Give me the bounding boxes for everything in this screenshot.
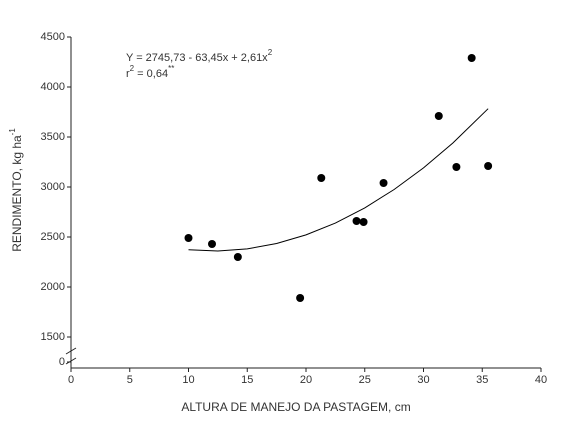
y-tick-label: 0 [59,356,65,368]
annotation-sup: 2 [268,48,273,57]
data-point [233,253,242,261]
y-tick-label: 2000 [41,281,65,293]
data-point [379,179,388,187]
x-tick-label: 5 [127,374,133,386]
y-tick-label: 2500 [41,231,65,243]
data-point [317,174,326,182]
data-point [434,112,443,120]
x-axis-label: ALTURA DE MANEJO DA PASTAGEM, cm [181,400,410,414]
data-point [352,217,361,225]
axis-break [65,357,77,365]
y-tick-label: 3500 [41,131,65,143]
data-point [296,294,305,302]
data-point [484,162,493,170]
x-tick-label: 40 [535,374,547,386]
y-axis-label-text: RENDIMENTO, kg ha [10,135,24,252]
x-tick-label: 20 [300,374,312,386]
y-tick-label: 3000 [41,181,65,193]
data-point [208,240,216,248]
x-tick-label: 30 [417,374,429,386]
x-tick-label: 15 [241,374,253,386]
x-tick-label: 10 [182,374,194,386]
y-axis-label-sup: -1 [8,128,17,136]
annotation-text: Y = 2745,73 - 63,45x + 2,61x [126,52,268,64]
annotation: Y = 2745,73 - 63,45x + 2,61x2 [126,48,273,64]
data-point [184,234,193,242]
y-tick-label: 4500 [41,31,65,43]
data-point [359,218,368,226]
y-axis-label: RENDIMENTO, kg ha-1 [8,128,24,252]
data-point [467,54,476,62]
fit-curve [188,108,489,252]
annotation-text: r [126,68,130,80]
y-tick-label: 1500 [41,331,65,343]
annotation-text: = 0,64 [134,68,168,80]
x-tick-label: 0 [68,374,74,386]
x-tick-label: 35 [476,374,488,386]
axis-break [65,347,77,355]
y-tick-label: 4000 [41,81,65,93]
annotation-sup: ** [168,64,174,73]
annotation-sup: 2 [130,64,135,73]
x-tick-label: 25 [359,374,371,386]
annotation: r2 = 0,64** [126,64,174,80]
data-point [452,163,461,171]
